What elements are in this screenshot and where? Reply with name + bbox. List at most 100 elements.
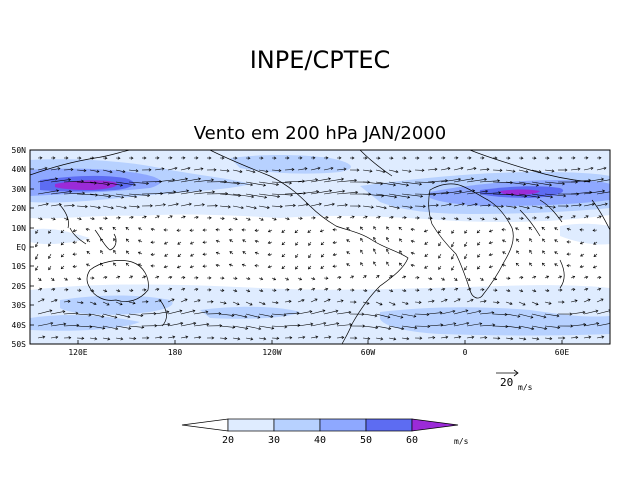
wind-vector-head (507, 217, 511, 221)
wind-vector-head (147, 193, 151, 198)
wind-vector-head (126, 250, 129, 254)
wind-vector-head (175, 202, 179, 206)
wind-vector-head (410, 228, 414, 232)
wind-vector-head (213, 168, 217, 172)
wind-vector-head (283, 313, 287, 317)
wind-vector (516, 238, 520, 243)
wind-vector (596, 167, 607, 171)
wind-vector-head (353, 300, 357, 304)
wind-vector (100, 238, 104, 243)
wind-vector (167, 276, 172, 279)
wind-vector-head (211, 178, 215, 182)
wind-vector (48, 229, 52, 234)
wind-vector (414, 301, 422, 303)
wind-vector-head (50, 321, 54, 326)
wind-vector-head (104, 216, 108, 220)
wind-vector-head (575, 180, 579, 184)
wind-vector-head (138, 227, 142, 231)
wind-vector-head (549, 183, 553, 187)
wind-vector (375, 337, 383, 340)
wind-vector-head (470, 298, 474, 302)
wind-vector (180, 322, 196, 327)
wind-vector (596, 203, 608, 207)
wind-vector (37, 217, 43, 220)
wind-vector-head (494, 288, 498, 292)
wind-vector-head (438, 243, 442, 247)
wind-vector-head (602, 189, 606, 193)
wind-vector-head (414, 326, 418, 330)
wind-vector-head (364, 156, 368, 160)
lat-label: 20N (12, 204, 27, 213)
wind-vector-head (130, 288, 134, 292)
wind-vector-head (315, 335, 319, 339)
wind-vector-head (477, 254, 481, 258)
wind-vector (592, 229, 598, 231)
wind-vector-head (309, 310, 313, 314)
wind-vector-head (117, 275, 121, 279)
wind-vector-head (484, 177, 488, 182)
wind-vector-head (539, 206, 543, 210)
wind-vector (115, 289, 120, 292)
wind-vector (63, 192, 85, 195)
wind-vector (544, 181, 565, 185)
wind-vector-head (212, 190, 216, 194)
wind-vector (479, 217, 485, 220)
wind-vector-head (129, 275, 133, 279)
wind-vector (115, 193, 137, 198)
wind-vector-head (526, 206, 530, 210)
wind-vector-head (494, 156, 498, 160)
wind-vector-head (382, 170, 386, 174)
wind-vector-head (86, 239, 90, 243)
wind-vector-head (424, 241, 428, 245)
wind-vector-head (537, 195, 541, 199)
wind-vector-head (572, 275, 576, 279)
wind-vector-head (48, 255, 51, 260)
wind-vector-head (572, 156, 576, 160)
lat-label: 40S (12, 321, 27, 330)
wind-vector-head (148, 168, 152, 172)
wind-vector (193, 191, 215, 195)
wind-vector (360, 238, 364, 243)
wind-vector (102, 205, 114, 209)
wind-vector (89, 181, 110, 185)
wind-vector-head (195, 156, 199, 160)
wind-vector (583, 299, 591, 303)
wind-vector-head (250, 337, 254, 341)
wind-vector (489, 241, 494, 244)
wind-vector-head (520, 216, 524, 220)
wind-vector-head (501, 263, 505, 267)
wind-vector-head (132, 301, 136, 305)
wind-vector-head (485, 189, 489, 193)
wind-vector-head (260, 217, 264, 221)
wind-vector (113, 238, 117, 243)
wind-vector-head (390, 289, 394, 293)
wind-vector (466, 190, 488, 195)
wind-vector-head (185, 177, 189, 181)
map-subtitle: Vento em 200 hPa JAN/2000 (194, 123, 446, 144)
wind-vector-head (373, 261, 376, 265)
wind-vector-head (145, 300, 149, 304)
wind-vector-head (550, 195, 554, 199)
wind-vector-head (421, 168, 425, 172)
wind-vector-head (242, 239, 246, 243)
wind-vector-head (62, 310, 66, 314)
wind-vector-head (502, 251, 506, 255)
wind-vector (529, 262, 533, 267)
wind-vector-head (580, 253, 584, 257)
wind-vector (362, 205, 374, 208)
wind-vector-head (348, 310, 352, 314)
wind-vector (424, 265, 429, 269)
wind-vector-head (528, 226, 532, 230)
wind-vector-head (281, 242, 285, 246)
wind-vector-head (35, 230, 39, 234)
wind-vector-head (579, 265, 583, 269)
wind-vector (232, 205, 244, 209)
wind-vector-head (162, 203, 166, 207)
wind-vector-head (65, 156, 69, 160)
wind-vector (362, 216, 368, 219)
wind-vector (531, 301, 539, 305)
wind-vector (242, 264, 247, 267)
wind-vector (424, 229, 429, 233)
wind-vector-head (60, 242, 64, 246)
wind-vector (336, 216, 342, 219)
